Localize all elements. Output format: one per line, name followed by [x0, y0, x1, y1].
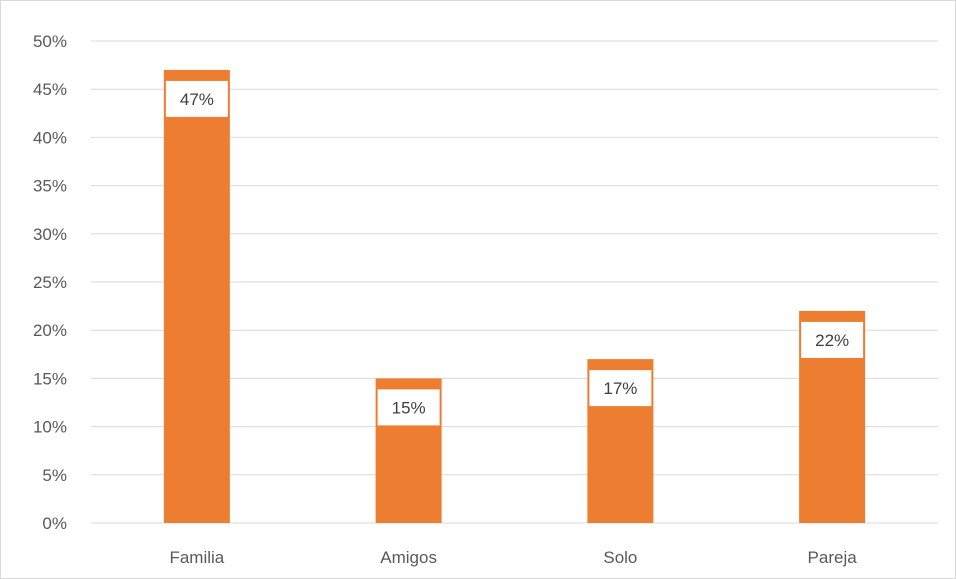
x-category-label: Pareja [808, 548, 858, 567]
y-tick-label: 0% [42, 514, 67, 533]
data-label-box [801, 321, 864, 358]
y-tick-label: 30% [33, 225, 67, 244]
y-tick-label: 20% [33, 321, 67, 340]
y-tick-label: 10% [33, 418, 67, 437]
y-tick-label: 40% [33, 128, 67, 147]
bars [163, 69, 866, 524]
x-category-label: Familia [169, 548, 224, 567]
data-label-box [589, 370, 652, 407]
y-tick-label: 45% [33, 80, 67, 99]
gridlines [91, 40, 938, 524]
bar-familia [163, 69, 230, 524]
y-tick-label: 15% [33, 369, 67, 388]
x-category-label: Amigos [380, 548, 437, 567]
data-label: 47% [180, 90, 214, 109]
x-axis-categories: Familia Amigos Solo Pareja [169, 548, 857, 567]
data-labels: 47% 15% 17% 22% [165, 80, 864, 426]
y-tick-label: 35% [33, 177, 67, 196]
y-tick-label: 5% [42, 466, 67, 485]
y-tick-label: 25% [33, 273, 67, 292]
y-axis-ticks: 0% 5% 10% 15% 20% 25% 30% 35% 40% 45% 50% [33, 32, 67, 533]
x-category-label: Solo [603, 548, 637, 567]
data-label-box [165, 80, 228, 117]
y-tick-label: 50% [33, 32, 67, 51]
data-label: 17% [603, 379, 637, 398]
data-label-box [377, 389, 440, 426]
data-label: 22% [815, 331, 849, 350]
data-label: 15% [392, 398, 426, 417]
